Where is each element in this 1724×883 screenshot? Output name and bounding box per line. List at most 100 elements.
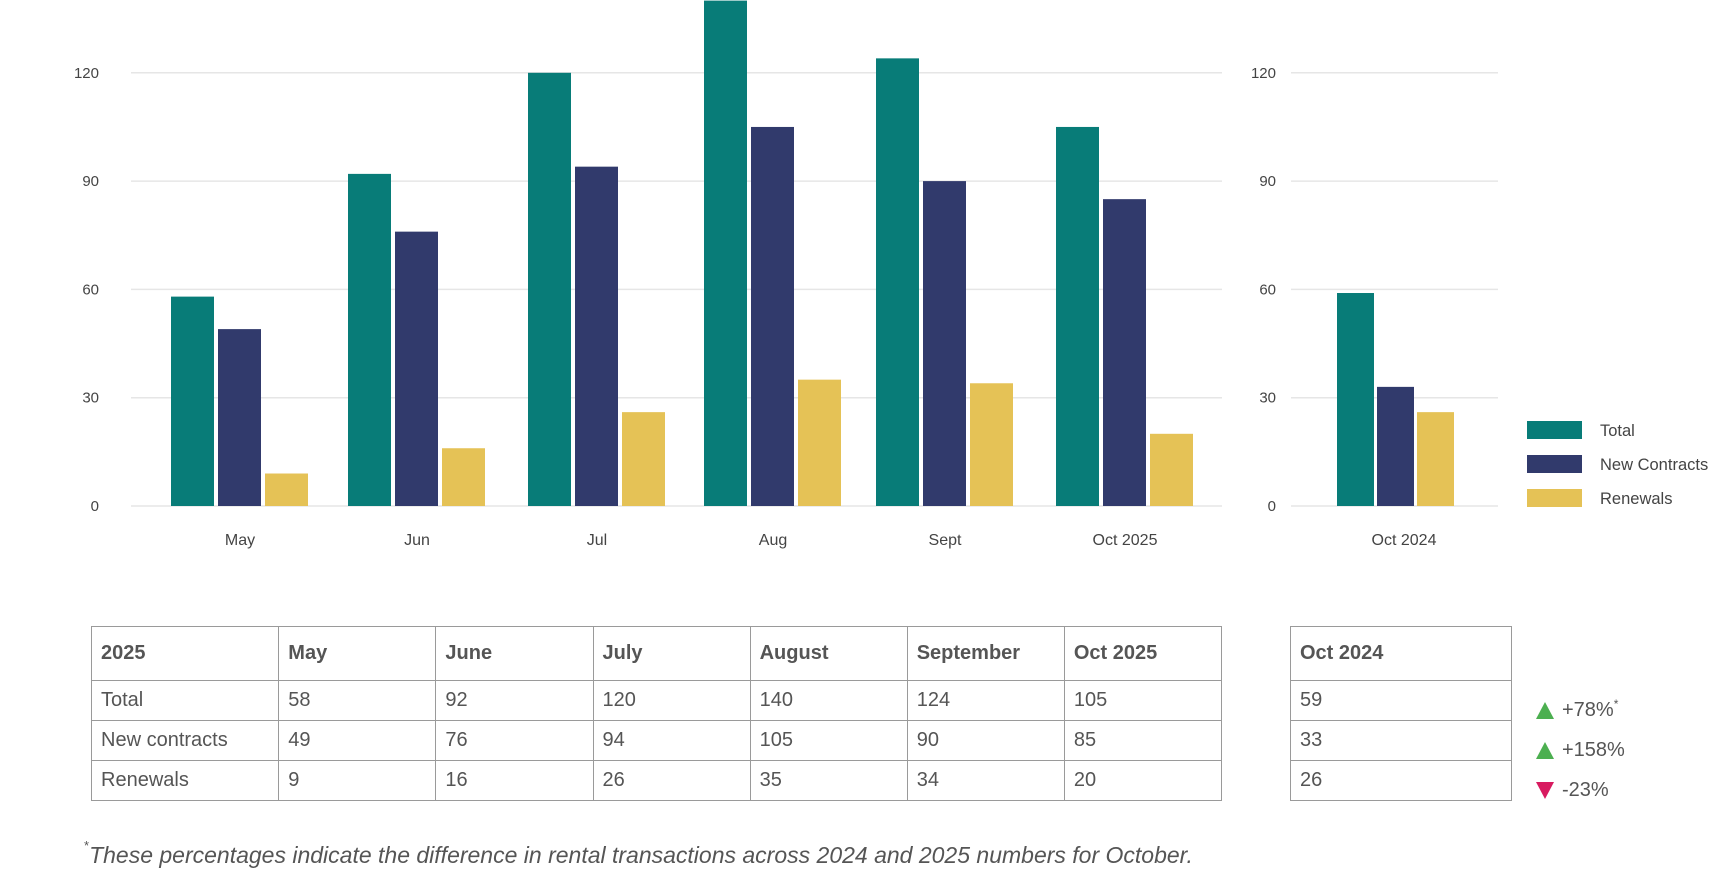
chart-legend: Total New Contracts Renewals [1527, 421, 1708, 508]
table-row: Total 58 92 120 140 124 105 [90, 680, 1223, 721]
table-cell: 26 [592, 760, 751, 801]
table-row: Renewals 9 16 26 35 34 20 [90, 760, 1223, 801]
y-tick-label: 90 [82, 173, 99, 190]
header-cell: June [435, 626, 594, 681]
legend-swatch [1527, 489, 1582, 507]
bar-renewals [442, 448, 485, 506]
header-cell: July [592, 626, 751, 681]
percentage-changes: +78% * +158% -23% [1536, 690, 1625, 810]
header-cell: Oct 2025 [1063, 626, 1223, 681]
bar-renewals [798, 379, 841, 506]
table-cell: 140 [749, 680, 908, 721]
table-2025-header-row: 2025 May June July August September Oct … [90, 626, 1223, 681]
legend-label: Renewals [1600, 490, 1672, 508]
legend-swatch [1527, 421, 1582, 439]
bar-new-contracts [1377, 386, 1414, 506]
y-tick-label: 30 [82, 390, 99, 407]
table-cell: 124 [906, 680, 1065, 721]
change-total: +78% * [1536, 690, 1625, 730]
x-category-label: Aug [759, 532, 787, 549]
y-tick-label: 60 [1259, 281, 1276, 298]
bar-new-contracts [1103, 199, 1146, 506]
legend-label: New Contracts [1600, 456, 1708, 474]
change-renewals: -23% [1536, 770, 1625, 810]
table-row: 33 [1290, 720, 1512, 761]
arrow-up-icon [1536, 701, 1554, 719]
x-category-label: Jun [404, 532, 430, 549]
y-tick-label: 30 [1259, 390, 1276, 407]
footnote: *These percentages indicate the differen… [84, 838, 1193, 869]
y-tick-label: 90 [1259, 173, 1276, 190]
header-cell: Oct 2024 [1290, 626, 1512, 681]
table-row: 26 [1290, 760, 1512, 801]
row-label: Renewals [90, 760, 280, 801]
table-cell: 120 [592, 680, 751, 721]
bar-total [876, 58, 919, 507]
bar-renewals [1150, 433, 1193, 506]
table-cell: 9 [278, 760, 437, 801]
bar-total [171, 296, 214, 506]
table-row: New contracts 49 76 94 105 90 85 [90, 720, 1223, 761]
x-category-label: Oct 2025 [1093, 532, 1158, 549]
change-value: -23% [1562, 778, 1609, 801]
table-cell: 49 [278, 720, 437, 761]
bar-renewals [622, 412, 665, 506]
bar-total [1337, 293, 1374, 506]
arrow-down-icon [1536, 781, 1554, 799]
table-cell: 20 [1063, 760, 1223, 801]
change-new-contracts: +158% [1536, 730, 1625, 770]
bar-new-contracts [218, 329, 261, 506]
y-tick-label: 60 [82, 281, 99, 298]
x-category-label: Oct 2024 [1372, 532, 1437, 549]
asterisk-note: * [1613, 697, 1619, 711]
footnote-mark: * [84, 838, 90, 853]
monthly-bar-chart: 0 30 60 90 120 May Jun Jul Aug Sept Oct 2025 0 30 6… [74, 0, 1708, 549]
bar-renewals [970, 383, 1013, 506]
y-tick-label: 120 [74, 65, 99, 82]
table-cell: 105 [1063, 680, 1223, 721]
bar-total [704, 0, 747, 506]
table-cell: 59 [1290, 680, 1512, 721]
table-cell: 35 [749, 760, 908, 801]
table-cell: 58 [278, 680, 437, 721]
bar-total [348, 173, 391, 506]
y-tick-label: 0 [1268, 498, 1276, 515]
bar-new-contracts [923, 181, 966, 506]
table-oct-2024: Oct 2024 59 33 26 [1290, 626, 1512, 801]
row-label: Total [90, 680, 280, 721]
row-label: New contracts [90, 720, 280, 761]
header-cell: September [906, 626, 1065, 681]
y-tick-label: 120 [1251, 65, 1276, 82]
table-cell: 76 [435, 720, 594, 761]
legend-swatch [1527, 455, 1582, 473]
y-tick-label: 0 [91, 498, 99, 515]
x-category-label: Sept [929, 532, 962, 549]
bar-new-contracts [751, 126, 794, 506]
header-cell: August [749, 626, 908, 681]
bar-new-contracts [575, 166, 618, 506]
x-category-label: Jul [587, 532, 607, 549]
bar-renewals [265, 473, 308, 506]
header-cell: May [278, 626, 437, 681]
header-cell: 2025 [90, 626, 280, 681]
table-cell: 26 [1290, 760, 1512, 801]
x-category-label: May [225, 532, 255, 549]
bar-new-contracts [395, 231, 438, 506]
legend-label: Total [1600, 422, 1635, 440]
footnote-text: These percentages indicate the differenc… [89, 842, 1193, 868]
table-oct-2024-header-row: Oct 2024 [1290, 626, 1512, 681]
arrow-up-icon [1536, 741, 1554, 759]
table-cell: 90 [906, 720, 1065, 761]
table-cell: 105 [749, 720, 908, 761]
table-cell: 85 [1063, 720, 1223, 761]
bar-renewals [1417, 412, 1454, 506]
table-cell: 34 [906, 760, 1065, 801]
bar-total [528, 72, 571, 507]
change-value: +78% [1562, 698, 1614, 721]
table-cell: 92 [435, 680, 594, 721]
table-cell: 94 [592, 720, 751, 761]
table-2025: 2025 May June July August September Oct … [90, 626, 1223, 801]
table-row: 59 [1290, 680, 1512, 721]
table-cell: 33 [1290, 720, 1512, 761]
change-value: +158% [1562, 738, 1625, 761]
